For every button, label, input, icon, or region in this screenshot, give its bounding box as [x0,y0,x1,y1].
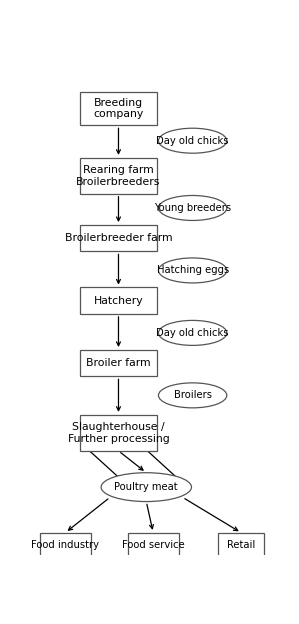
Text: Poultry meat: Poultry meat [115,482,178,492]
Text: Broilers: Broilers [174,391,212,401]
Text: Rearing farm
Broilerbreeders: Rearing farm Broilerbreeders [76,165,161,187]
Bar [80,415,157,451]
Ellipse shape [158,195,227,220]
Text: Food service: Food service [122,540,184,550]
Bar [80,350,157,376]
Bar [80,225,157,251]
Text: Hatchery: Hatchery [94,296,143,306]
Bar [80,92,157,125]
Bar [80,158,157,194]
Ellipse shape [158,383,227,408]
Text: Young breeders: Young breeders [154,203,231,213]
Bar [128,533,179,557]
Text: Day old chicks: Day old chicks [156,135,229,146]
Text: Food industry: Food industry [31,540,99,550]
Text: Retail: Retail [227,540,255,550]
Ellipse shape [158,320,227,346]
Text: Breeding
company: Breeding company [93,98,144,119]
Text: Day old chicks: Day old chicks [156,328,229,338]
Text: Slaughterhouse /
Further processing: Slaughterhouse / Further processing [68,422,169,444]
Ellipse shape [158,128,227,154]
Text: Hatching eggs: Hatching eggs [156,265,229,275]
Bar [40,533,91,557]
Bar [218,533,265,557]
Ellipse shape [101,473,191,502]
Text: Broiler farm: Broiler farm [86,358,151,368]
Ellipse shape [158,258,227,283]
Bar [80,288,157,314]
Text: Broilerbreeder farm: Broilerbreeder farm [65,233,172,243]
